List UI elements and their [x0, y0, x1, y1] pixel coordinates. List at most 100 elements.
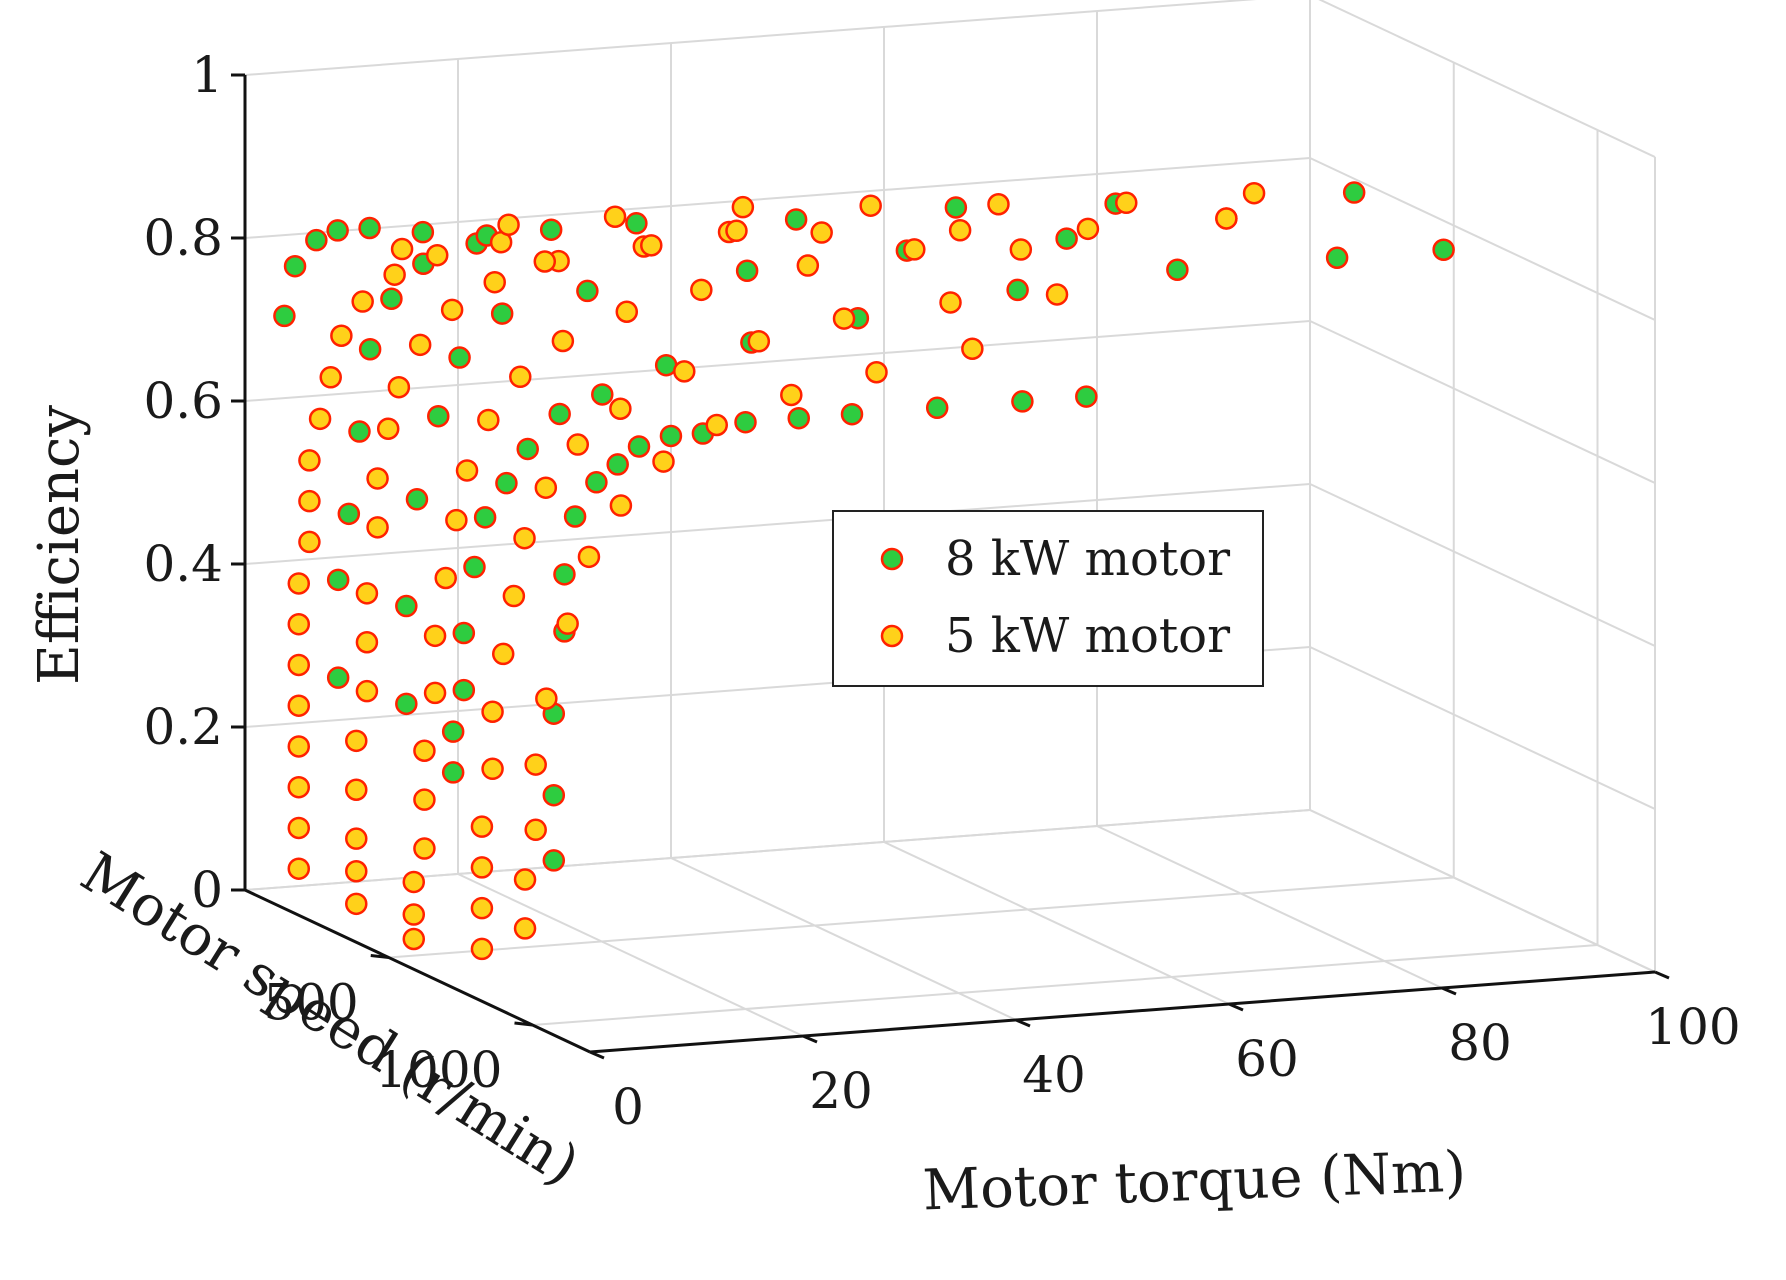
data-point-5-kw-motor: [287, 653, 311, 677]
data-point-5-kw-motor: [615, 300, 639, 323]
data-point-8-kw-motor: [784, 208, 808, 231]
data-point-5-kw-motor: [355, 582, 379, 605]
z-tick-label: 1: [191, 46, 223, 104]
data-point-5-kw-motor: [287, 612, 311, 636]
x-tick-label: 100: [1645, 998, 1740, 1056]
data-point-8-kw-motor: [495, 471, 518, 495]
chart-tick-labels: 0 0.2 0.4 0.6 0.8 1 0 20 40 60 80 100 500 1000: [143, 46, 1740, 1136]
x-tick-mark: [1654, 970, 1670, 980]
data-point-5-kw-motor: [345, 892, 368, 916]
data-point-5-kw-motor: [961, 337, 984, 360]
data-point-5-kw-motor: [402, 903, 426, 926]
data-point-5-kw-motor: [603, 205, 627, 228]
data-point-5-kw-motor: [725, 219, 748, 243]
data-point-8-kw-motor: [787, 406, 810, 430]
grid-line: [244, 0, 1257, 76]
data-point-8-kw-motor: [606, 453, 629, 476]
data-point-8-kw-motor: [326, 568, 350, 592]
data-point-8-kw-motor: [411, 220, 435, 244]
data-point-5-kw-motor: [390, 237, 414, 261]
z-axis-title: Efficiency: [27, 405, 92, 685]
data-point-8-kw-motor: [548, 402, 571, 426]
data-point-5-kw-motor: [705, 413, 728, 437]
y-tick-label: 1000: [375, 1041, 502, 1099]
data-point-5-kw-motor: [1115, 191, 1138, 215]
legend: 8 kW motor 5 kW motor: [832, 510, 1264, 687]
data-point-5-kw-motor: [345, 729, 368, 753]
grid-line: [1309, 320, 1656, 484]
data-point-8-kw-motor: [591, 383, 614, 406]
grid-line: [1309, 483, 1656, 647]
data-point-5-kw-motor: [939, 291, 962, 314]
data-point-8-kw-motor: [1011, 390, 1034, 413]
data-point-8-kw-motor: [734, 410, 757, 434]
data-point-8-kw-motor: [305, 228, 328, 252]
y-tick-label: 500: [263, 974, 358, 1032]
data-point-5-kw-motor: [287, 775, 311, 799]
data-point-5-kw-motor: [640, 234, 663, 257]
data-point-5-kw-motor: [470, 815, 494, 838]
data-point-5-kw-motor: [780, 383, 803, 407]
data-point-5-kw-motor: [470, 856, 494, 879]
data-point-5-kw-motor: [434, 566, 457, 590]
data-point-8-kw-motor: [563, 505, 587, 528]
grid-line: [244, 483, 1311, 565]
data-point-5-kw-motor: [287, 857, 311, 880]
data-point-5-kw-motor: [1242, 181, 1266, 205]
data-point-5-kw-motor: [810, 221, 833, 244]
data-point-8-kw-motor: [358, 338, 382, 361]
data-point-8-kw-motor: [441, 761, 465, 784]
data-point-8-kw-motor: [542, 849, 566, 872]
chart-points: [273, 181, 1455, 961]
data-point-5-kw-motor: [413, 739, 436, 762]
data-point-5-kw-motor: [413, 788, 436, 811]
data-point-8-kw-motor: [576, 279, 599, 303]
data-point-5-kw-motor: [609, 494, 633, 517]
data-point-5-kw-motor: [533, 250, 557, 273]
data-point-5-kw-motor: [859, 194, 882, 217]
data-point-8-kw-motor: [405, 488, 429, 511]
z-tick-label: 0.4: [143, 535, 223, 593]
data-point-5-kw-motor: [524, 818, 547, 842]
data-point-5-kw-motor: [345, 778, 368, 801]
data-point-5-kw-motor: [319, 366, 342, 389]
data-point-5-kw-motor: [298, 489, 321, 513]
chart-axes: [231, 73, 1670, 1060]
data-point-5-kw-motor: [551, 329, 575, 353]
grid-line: [244, 157, 1311, 239]
data-point-5-kw-motor: [481, 700, 504, 723]
data-point-5-kw-motor: [402, 870, 426, 894]
data-point-8-kw-motor: [326, 666, 350, 689]
data-point-8-kw-motor: [473, 506, 497, 529]
data-point-8-kw-motor: [1432, 238, 1455, 261]
grid-line: [1318, 0, 1656, 158]
z-tick-label: 0.2: [143, 698, 223, 756]
data-point-5-kw-motor: [455, 459, 479, 482]
data-point-8-kw-motor: [1342, 181, 1366, 204]
x-axis-title: Motor torque (Nm): [922, 1140, 1467, 1224]
data-point-5-kw-motor: [351, 290, 374, 313]
data-point-5-kw-motor: [497, 213, 520, 236]
x-tick-label: 20: [809, 1062, 873, 1120]
data-point-8-kw-motor: [1055, 227, 1078, 250]
y-axis-title: Motor speed (r/min): [70, 840, 590, 1199]
data-point-5-kw-motor: [330, 324, 353, 347]
data-point-5-kw-motor: [1009, 238, 1033, 261]
data-point-8-kw-motor: [395, 692, 418, 716]
data-point-5-kw-motor: [577, 545, 601, 569]
x-tick-label: 80: [1448, 1014, 1512, 1072]
data-point-5-kw-motor: [287, 694, 311, 717]
data-point-5-kw-motor: [425, 243, 449, 267]
data-point-8-kw-motor: [427, 404, 450, 428]
data-point-5-kw-motor: [1045, 283, 1069, 306]
legend-label-8kw: 8 kW motor: [945, 531, 1230, 587]
data-point-8-kw-motor: [452, 678, 476, 702]
data-point-8-kw-motor: [348, 420, 371, 443]
data-point-5-kw-motor: [1215, 207, 1238, 230]
z-tick-label: 0.6: [143, 372, 223, 430]
data-point-5-kw-motor: [355, 631, 379, 654]
data-point-8-kw-motor: [1166, 258, 1189, 281]
z-tick-label: 0: [191, 861, 223, 919]
data-point-5-kw-motor: [534, 476, 558, 499]
